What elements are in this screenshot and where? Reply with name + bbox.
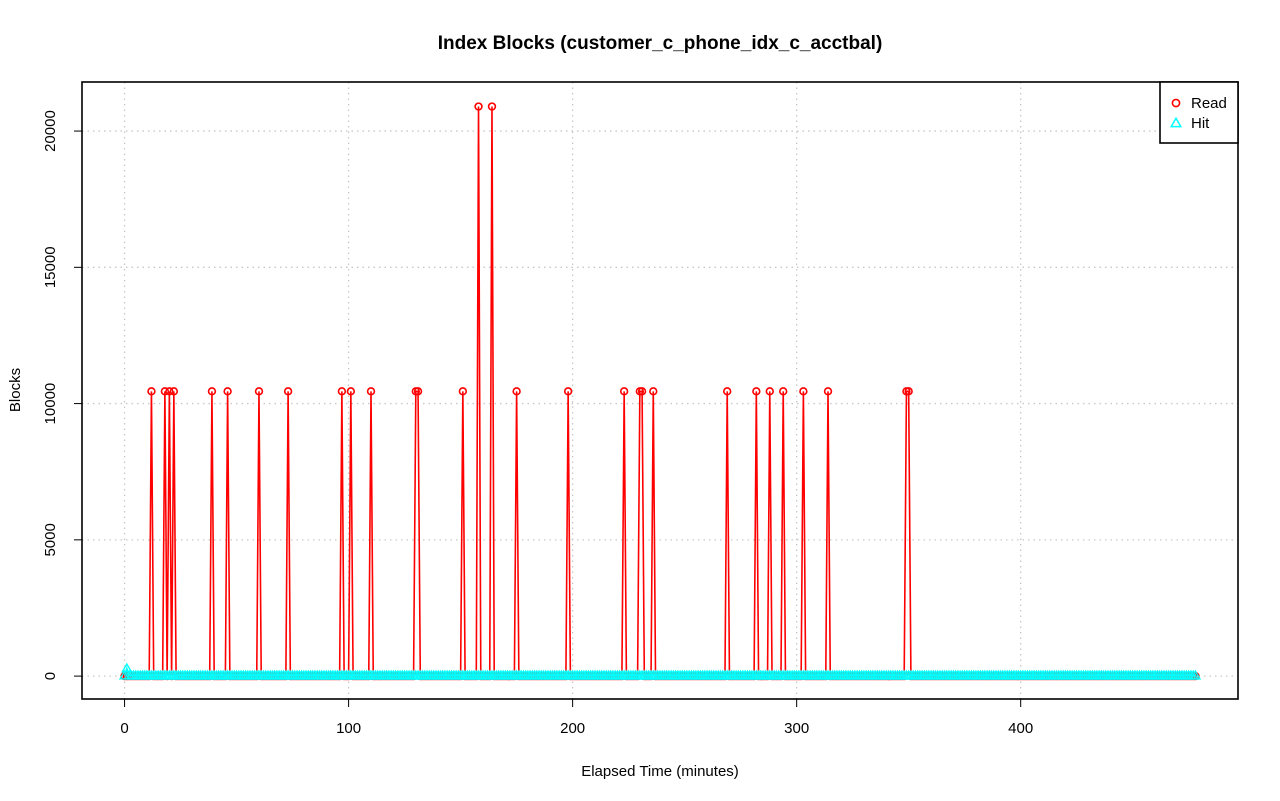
y-tick-label: 20000 bbox=[42, 110, 59, 152]
data-point bbox=[337, 387, 347, 396]
data-point bbox=[366, 387, 376, 396]
y-axis: 0 5000 10000 15000 20000 bbox=[42, 110, 83, 680]
data-point bbox=[765, 387, 774, 396]
y-axis-label: Blocks bbox=[7, 368, 24, 412]
data-point bbox=[223, 387, 232, 396]
y-tick-label: 15000 bbox=[42, 246, 59, 288]
data-point bbox=[723, 387, 732, 396]
data-point bbox=[619, 387, 629, 396]
x-tick-label: 200 bbox=[560, 720, 585, 737]
data-point bbox=[413, 387, 423, 396]
legend: Read Hit bbox=[1159, 81, 1239, 144]
x-axis: 0 100 200 300 400 bbox=[120, 698, 1033, 737]
x-tick-label: 0 bbox=[120, 720, 128, 737]
chart-title: Index Blocks (customer_c_phone_idx_c_acc… bbox=[438, 33, 883, 54]
x-tick-label: 300 bbox=[784, 720, 809, 737]
series-read bbox=[120, 102, 1200, 681]
x-axis-label: Elapsed Time (minutes) bbox=[581, 763, 739, 780]
legend-label: Hit bbox=[1191, 115, 1210, 132]
data-point bbox=[160, 387, 170, 396]
legend-box bbox=[1159, 81, 1239, 144]
y-tick-label: 10000 bbox=[42, 383, 59, 425]
x-tick-label: 100 bbox=[336, 720, 361, 737]
data-point bbox=[474, 102, 483, 111]
data-point bbox=[165, 387, 174, 396]
data-point bbox=[169, 387, 179, 396]
data-point bbox=[823, 387, 833, 396]
data-point bbox=[637, 387, 647, 396]
legend-marker-read bbox=[1171, 98, 1181, 108]
data-point bbox=[487, 102, 497, 111]
data-point bbox=[752, 387, 761, 396]
legend-label: Read bbox=[1191, 95, 1227, 112]
data-point bbox=[207, 387, 217, 396]
series-hit bbox=[118, 662, 1202, 680]
data-point bbox=[147, 387, 156, 396]
data-point bbox=[254, 387, 264, 396]
x-tick-label: 400 bbox=[1008, 720, 1033, 737]
data-point bbox=[1189, 669, 1202, 680]
data-point bbox=[799, 387, 808, 396]
y-tick-label: 0 bbox=[42, 672, 59, 680]
data-point bbox=[779, 387, 788, 396]
data-point bbox=[458, 387, 468, 396]
data-point bbox=[346, 387, 356, 396]
data-point bbox=[563, 387, 573, 396]
data-point bbox=[121, 662, 133, 673]
data-point bbox=[649, 387, 658, 396]
data-point bbox=[512, 387, 521, 396]
y-tick-label: 5000 bbox=[42, 523, 59, 556]
data-point bbox=[283, 387, 293, 396]
legend-marker-hit bbox=[1169, 116, 1183, 128]
data-point bbox=[904, 387, 913, 396]
